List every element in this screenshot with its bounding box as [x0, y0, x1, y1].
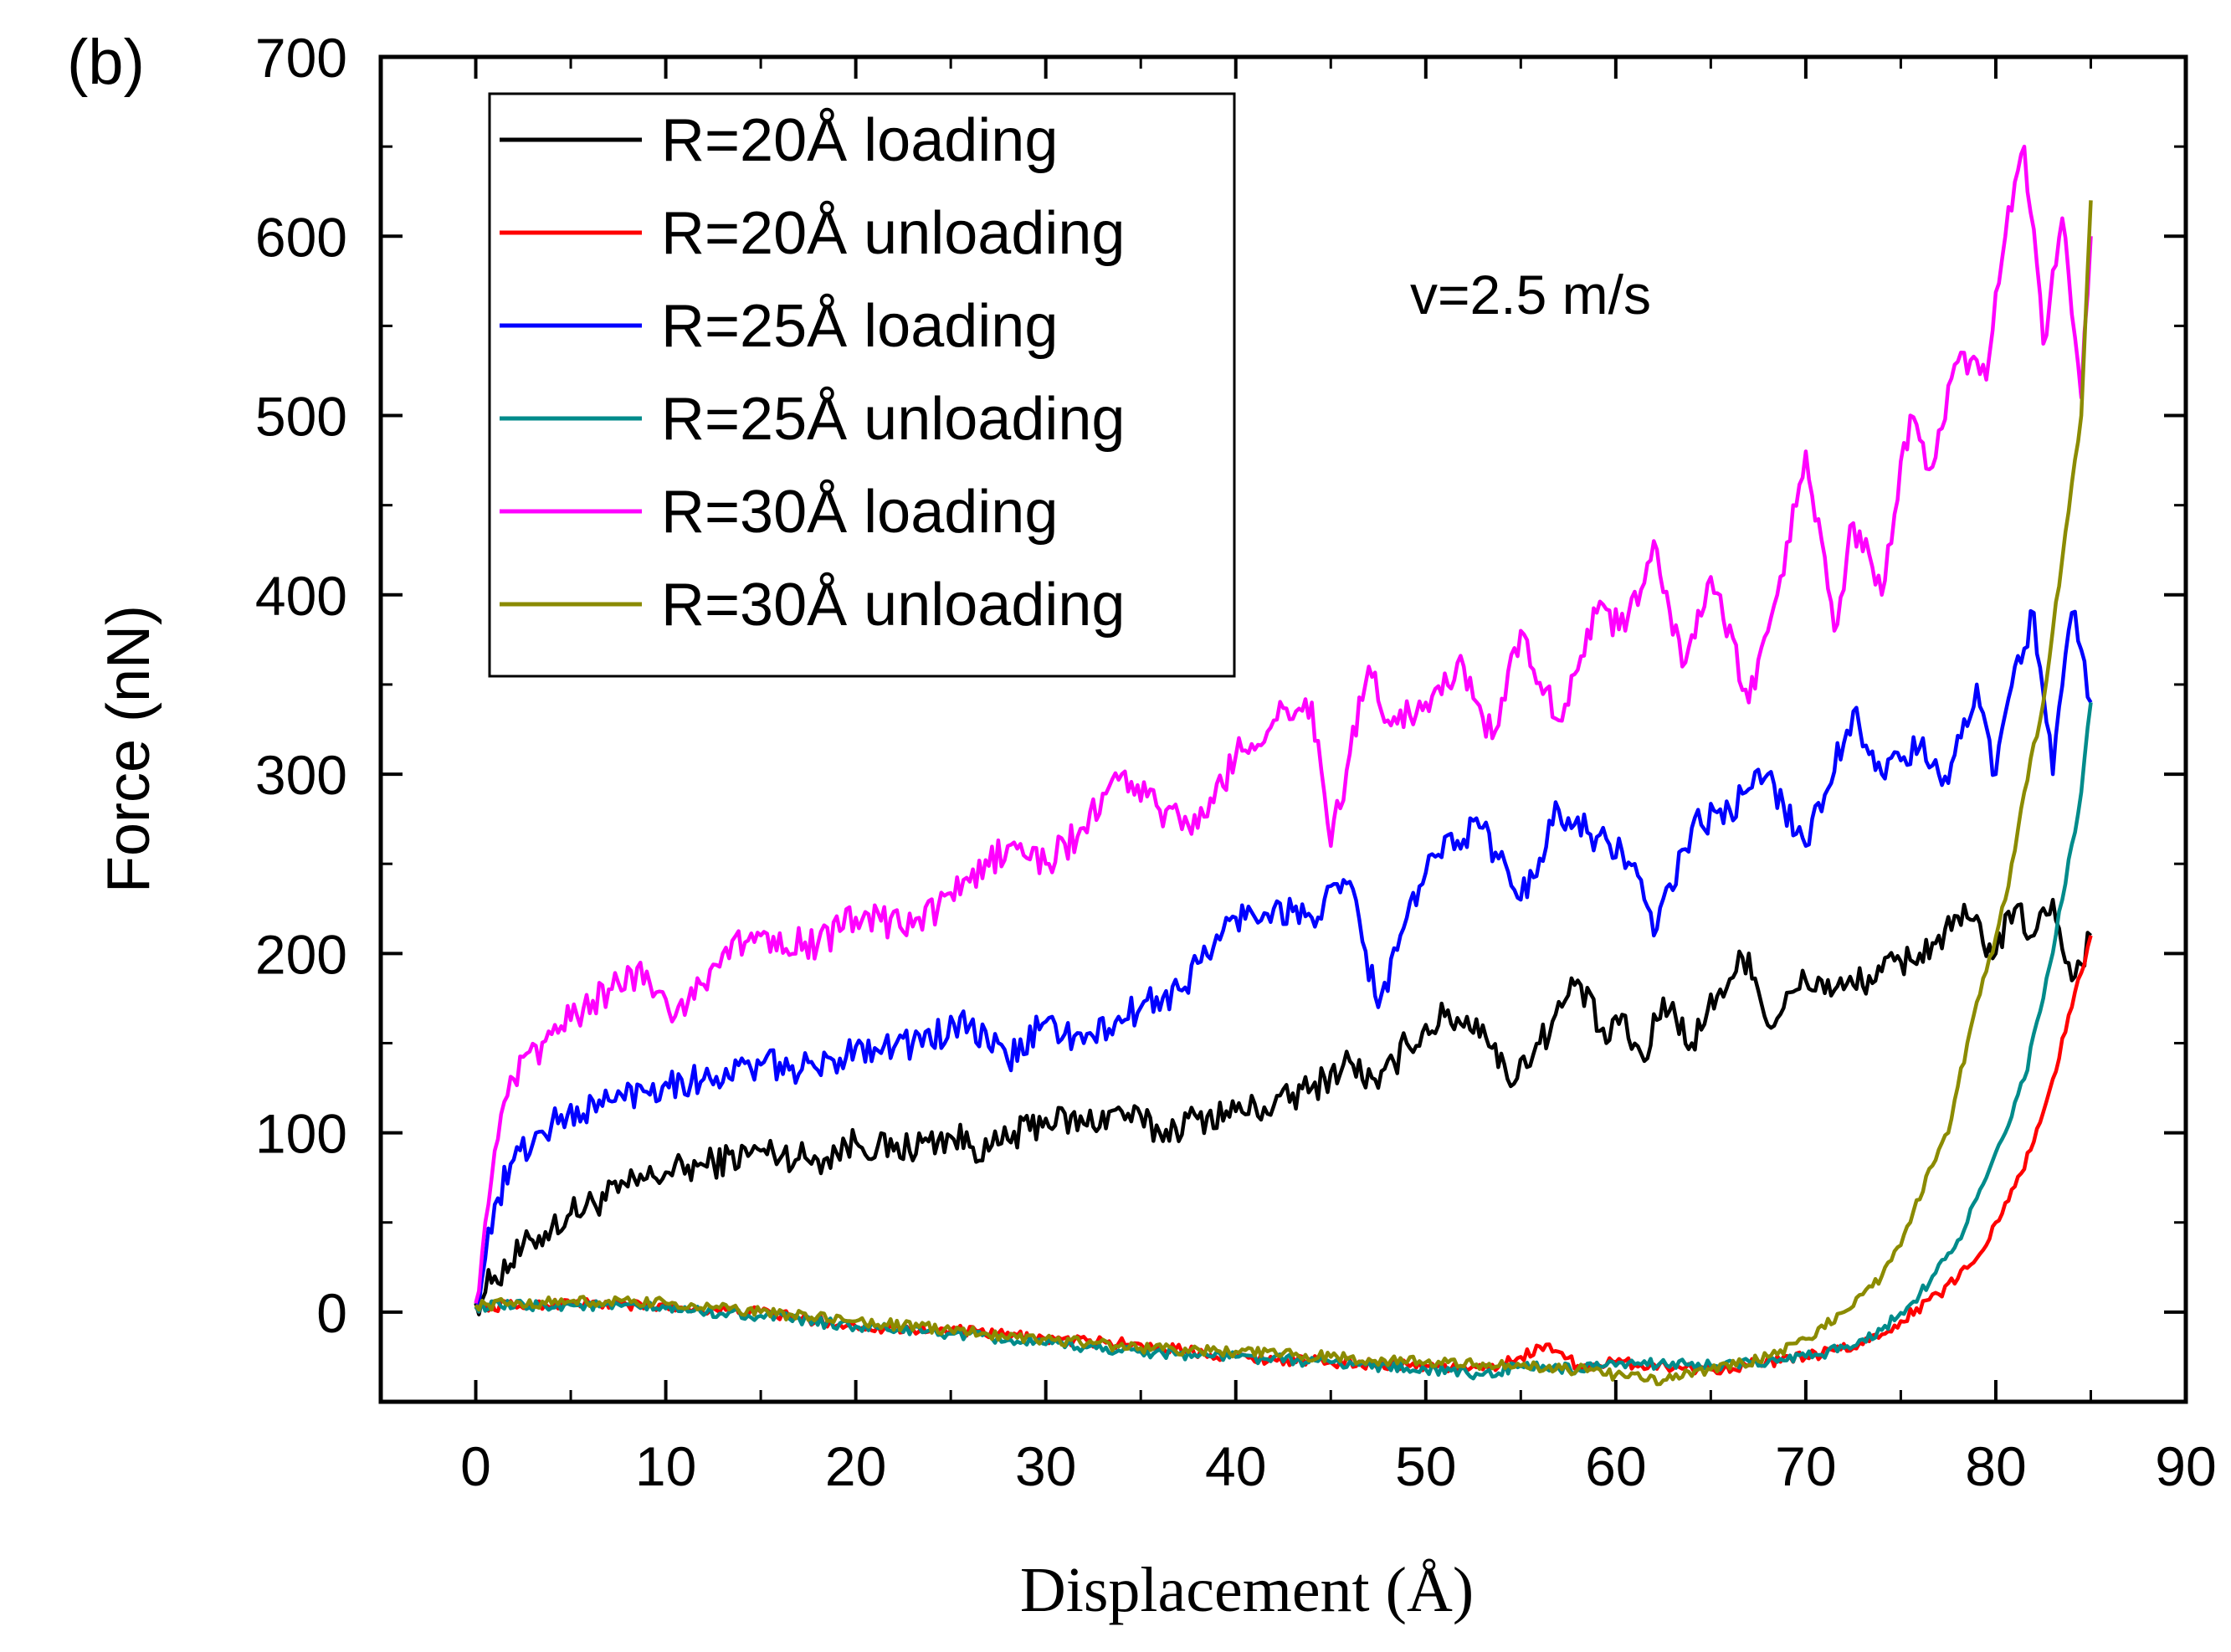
x-tick-label: 60 — [1585, 1435, 1646, 1497]
panel-label: (b) — [67, 27, 145, 98]
y-tick-label: 100 — [255, 1103, 347, 1165]
legend-label: R=20Å loading — [661, 107, 1058, 174]
x-tick-label: 20 — [825, 1435, 886, 1497]
legend-label: R=30Å loading — [661, 479, 1058, 546]
velocity-annotation: v=2.5 m/s — [1410, 264, 1651, 326]
y-tick-label: 700 — [255, 27, 347, 89]
legend-label: R=20Å unloading — [661, 200, 1125, 267]
legend-label: R=25Å loading — [661, 293, 1058, 360]
x-tick-label: 90 — [2155, 1435, 2216, 1497]
x-tick-label: 10 — [635, 1435, 696, 1497]
x-tick-label: 30 — [1015, 1435, 1076, 1497]
line-chart: 0 10 20 30 40 50 60 70 80 90 0 100 200 300 400 500 600 70… — [0, 0, 2231, 1652]
x-tick-label: 70 — [1775, 1435, 1836, 1497]
legend: R=20Å loading R=20Å unloading R=25Å loadin… — [490, 94, 1234, 676]
legend-label: R=25Å unloading — [661, 386, 1125, 453]
y-tick-label: 300 — [255, 744, 347, 806]
y-tick-label: 600 — [255, 206, 347, 268]
legend-label: R=30Å unloading — [661, 572, 1125, 639]
y-tick-label: 0 — [316, 1282, 347, 1344]
y-tick-label: 200 — [255, 923, 347, 985]
y-tick-label: 500 — [255, 386, 347, 448]
y-tick-label: 400 — [255, 565, 347, 627]
x-tick-label: 0 — [460, 1435, 491, 1497]
x-axis-title: Displacement (Å) — [1020, 1555, 1474, 1625]
x-tick-label: 50 — [1395, 1435, 1456, 1497]
y-axis-title: Force (nN) — [95, 605, 162, 893]
x-tick-label: 80 — [1965, 1435, 2026, 1497]
x-tick-label: 40 — [1205, 1435, 1266, 1497]
